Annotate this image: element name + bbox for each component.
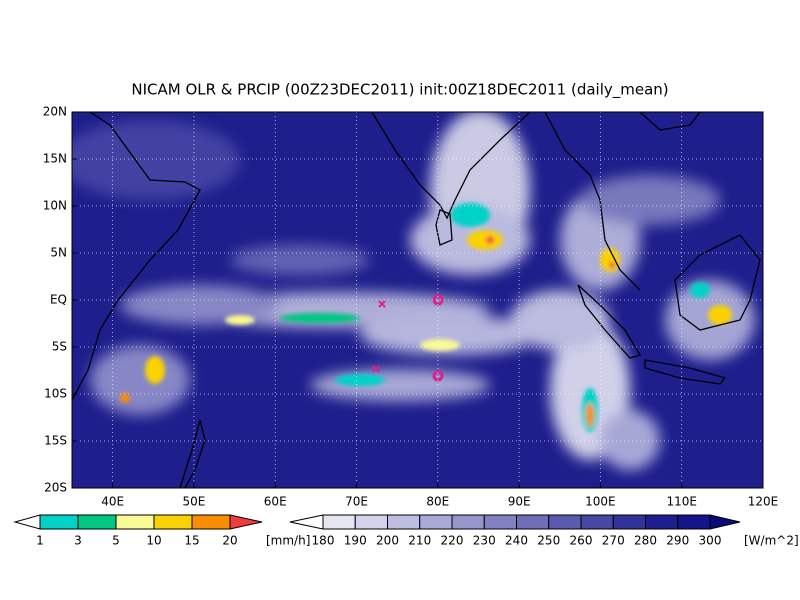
colorbar-label: 290 bbox=[666, 534, 689, 548]
colorbar-label: 220 bbox=[441, 534, 464, 548]
colorbar-box bbox=[191, 514, 231, 530]
y-tick-label: EQ bbox=[50, 293, 67, 307]
colorbar-unit: [mm/h] bbox=[266, 534, 310, 548]
colorbar-arrow bbox=[13, 514, 41, 530]
colorbar-box bbox=[580, 514, 614, 530]
colorbar-label: 250 bbox=[537, 534, 560, 548]
colorbar-label: 300 bbox=[699, 534, 722, 548]
y-tick-label: 10N bbox=[43, 199, 67, 213]
colorbar-box bbox=[77, 514, 117, 530]
y-tick-label: 20S bbox=[44, 481, 67, 495]
colorbar-box bbox=[612, 514, 646, 530]
colorbar-box bbox=[354, 514, 388, 530]
colorbar-box bbox=[451, 514, 485, 530]
y-tick-label: 10S bbox=[44, 387, 67, 401]
colorbar-box bbox=[387, 514, 421, 530]
colorbar-arrow bbox=[709, 514, 741, 530]
y-tick-label: 5N bbox=[50, 246, 67, 260]
y-tick-label: 15N bbox=[43, 152, 67, 166]
colorbar-label: 240 bbox=[505, 534, 528, 548]
colorbar-arrow bbox=[229, 514, 263, 530]
map-field bbox=[72, 112, 763, 488]
colorbar-label: 190 bbox=[344, 534, 367, 548]
colorbar-box bbox=[645, 514, 679, 530]
x-tick-label: 110E bbox=[666, 495, 697, 509]
colorbar-label: 3 bbox=[74, 534, 82, 548]
x-tick-label: 80E bbox=[426, 495, 449, 509]
x-tick-label: 40E bbox=[101, 495, 124, 509]
title: NICAM OLR & PRCIP (00Z23DEC2011) init:00… bbox=[131, 81, 668, 100]
y-tick-label: 5S bbox=[52, 340, 67, 354]
colorbar-label: 230 bbox=[473, 534, 496, 548]
x-tick-label: 50E bbox=[183, 495, 206, 509]
colorbar-label: 180 bbox=[312, 534, 335, 548]
colorbar-label: 20 bbox=[222, 534, 237, 548]
grid: 40E 50E 60E 70E 80E 90E 100E 110E 120E 20N 15N 10N 5… bbox=[43, 105, 779, 509]
colorbar-box bbox=[153, 514, 193, 530]
colorbar-box bbox=[419, 514, 453, 530]
colorbar-arrow bbox=[289, 514, 324, 530]
colorbar-label: 210 bbox=[408, 534, 431, 548]
colorbar-box bbox=[483, 514, 517, 530]
colorbar-unit: [W/m^2] bbox=[744, 534, 799, 548]
colorbar-label: 200 bbox=[376, 534, 399, 548]
colorbar-box bbox=[548, 514, 582, 530]
plot-frame bbox=[71, 111, 764, 489]
x-tick-label: 60E bbox=[264, 495, 287, 509]
colorbar-label: 5 bbox=[112, 534, 120, 548]
colorbar-label: 260 bbox=[570, 534, 593, 548]
x-tick-label: 100E bbox=[585, 495, 616, 509]
colorbar-box bbox=[516, 514, 550, 530]
colorbar-box bbox=[39, 514, 79, 530]
y-tick-label: 20N bbox=[43, 105, 67, 119]
x-tick-label: 90E bbox=[508, 495, 531, 509]
x-tick-label: 120E bbox=[748, 495, 779, 509]
colorbar-label: 15 bbox=[184, 534, 199, 548]
colorbar-box bbox=[322, 514, 356, 530]
colorbar-label: 270 bbox=[602, 534, 625, 548]
colorbar-box bbox=[115, 514, 155, 530]
colorbars: 1 3 5 10 15 20 [mm/h] 180 190 200 210 220 230 240 250 2… bbox=[13, 514, 799, 548]
colorbar-label: 1 bbox=[36, 534, 44, 548]
x-tick-label: 70E bbox=[345, 495, 368, 509]
colorbar-label: 10 bbox=[146, 534, 161, 548]
colorbar-box bbox=[677, 514, 711, 530]
colorbar-label: 280 bbox=[634, 534, 657, 548]
y-tick-label: 15S bbox=[44, 434, 67, 448]
